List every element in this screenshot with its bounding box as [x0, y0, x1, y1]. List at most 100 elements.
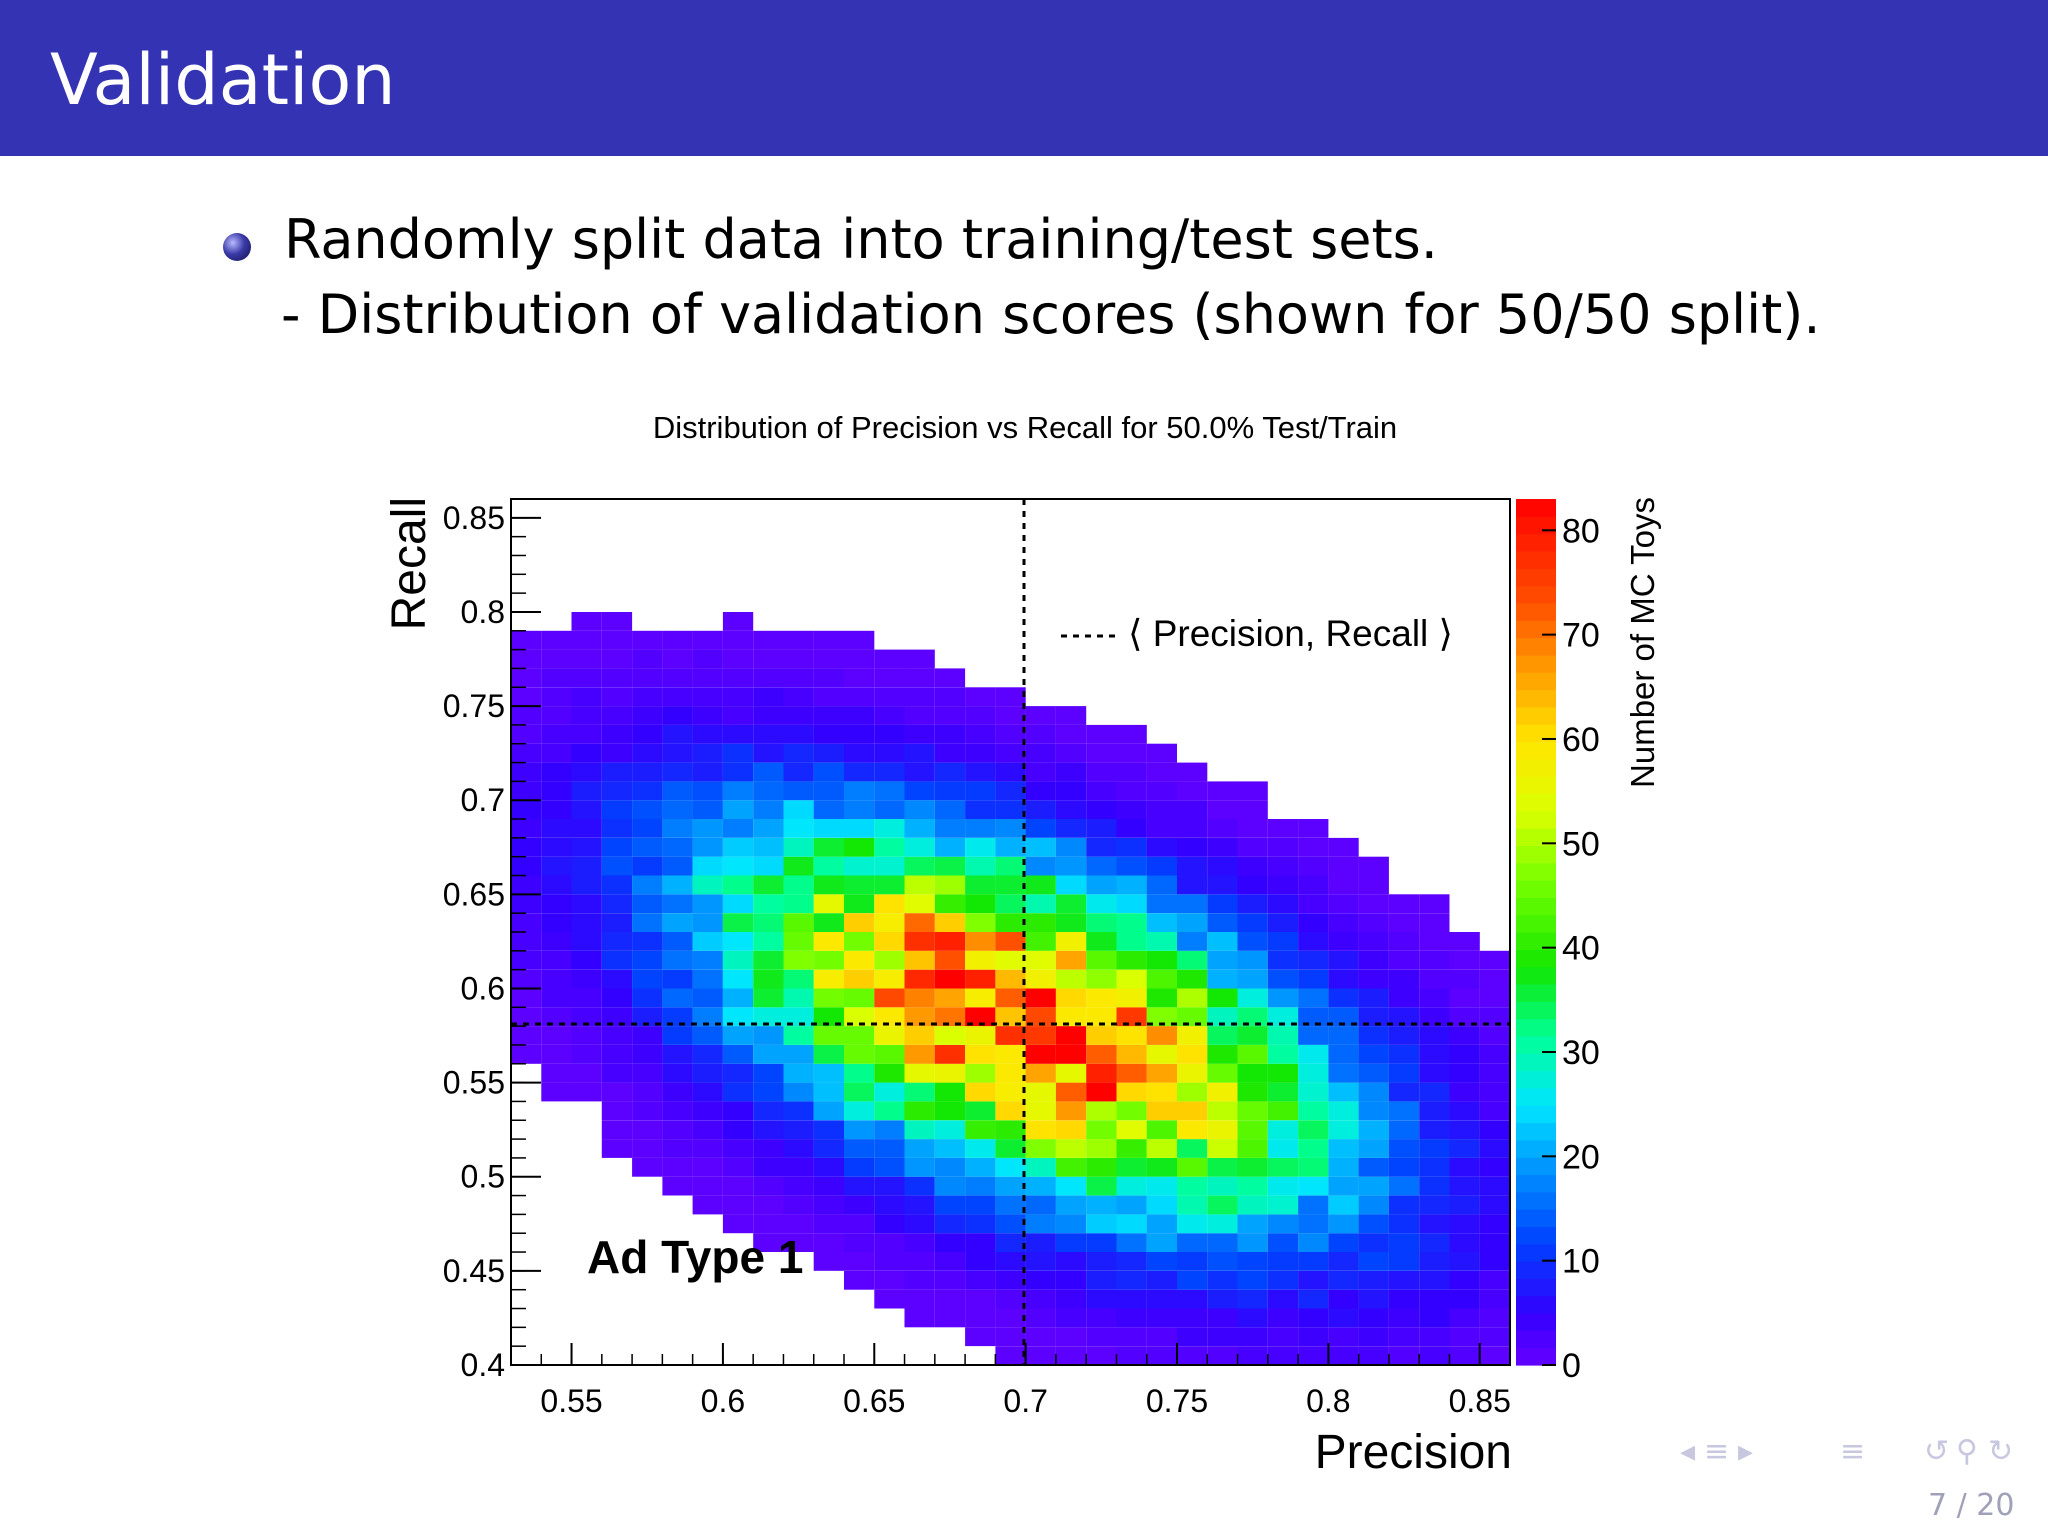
heatmap-cell [1146, 837, 1177, 857]
heatmap-cell [904, 875, 935, 895]
heatmap-cell [753, 1157, 784, 1177]
heatmap-cell [904, 969, 935, 989]
heatmap-cell [904, 706, 935, 725]
heatmap-cell [1055, 1308, 1087, 1328]
heatmap-cell [934, 706, 966, 725]
heatmap-cell [511, 1007, 542, 1027]
bullet-text: Randomly split data into training/test s… [284, 208, 1438, 271]
heatmap-cell [1177, 932, 1208, 951]
heatmap-cell [1298, 1308, 1329, 1328]
heatmap-cell [874, 762, 905, 782]
heatmap-cell [844, 1233, 875, 1252]
colorbar-label: Number of MC Toys [1624, 497, 1661, 788]
heatmap-cell [934, 913, 966, 932]
heatmap-cell [601, 837, 633, 857]
heatmap-cell [692, 1195, 723, 1215]
heatmap-cell [1237, 1233, 1268, 1252]
heatmap-cell [1298, 932, 1329, 951]
heatmap-cell [1328, 1045, 1359, 1064]
heatmap-cell [995, 988, 1026, 1008]
heatmap-cell [541, 762, 572, 782]
subsection-icon[interactable]: ≡ [1840, 1434, 1866, 1469]
heatmap-cell [783, 837, 814, 857]
heatmap-cell [1298, 819, 1329, 838]
heatmap-cell [874, 1176, 905, 1196]
colorbar-swatch [1516, 776, 1556, 794]
heatmap-cell [1298, 988, 1329, 1008]
heatmap-cell [995, 1176, 1026, 1196]
heatmap-cell [1177, 1214, 1208, 1234]
search-icon[interactable]: ⚲ [1956, 1434, 1978, 1469]
heatmap-cell [692, 932, 723, 951]
heatmap-cell [1328, 1007, 1359, 1027]
heatmap-cell [1358, 1270, 1389, 1290]
heatmap-cell [934, 1270, 966, 1290]
heatmap-cell [1298, 1120, 1329, 1140]
heatmap-cell [1479, 1007, 1510, 1027]
heatmap-cell [1358, 1045, 1389, 1064]
colorbar-swatch [1516, 1018, 1556, 1037]
heatmap-cell [844, 856, 875, 876]
colorbar-swatch [1516, 1139, 1556, 1158]
heatmap-cell [1025, 724, 1056, 744]
heatmap-cell [1177, 875, 1208, 895]
arrow-left-icon[interactable]: ◂ [1680, 1434, 1696, 1469]
heatmap-cell [1237, 800, 1268, 819]
heatmap-cell [844, 668, 875, 688]
heatmap-cell [571, 988, 602, 1008]
redo-icon[interactable]: ↻ [1988, 1434, 2014, 1469]
heatmap-cell [1328, 894, 1359, 914]
heatmap-cell [1267, 1176, 1299, 1196]
heatmap-cell [601, 1082, 633, 1102]
heatmap-cell [1146, 950, 1177, 970]
arrow-right-icon[interactable]: ▸ [1738, 1434, 1754, 1469]
undo-icon[interactable]: ↺ [1924, 1434, 1950, 1469]
colorbar-swatch [1516, 828, 1556, 846]
heatmap-cell [1207, 1045, 1238, 1064]
heatmap-cell [844, 932, 875, 951]
heatmap-cell [1146, 1101, 1177, 1121]
heatmap-cell [844, 1176, 875, 1196]
heatmap-cell [722, 724, 754, 744]
heatmap-cell [844, 800, 875, 819]
heatmap-cell [783, 762, 814, 782]
section-icon[interactable]: ≡ [1704, 1434, 1730, 1469]
heatmap-cell [1298, 1026, 1329, 1045]
heatmap-cell [1419, 1214, 1450, 1234]
heatmap-cell [1298, 856, 1329, 876]
heatmap-cell [844, 1195, 875, 1215]
heatmap-cell [1358, 988, 1389, 1008]
heatmap-cell [1086, 1176, 1117, 1196]
heatmap-cell [722, 1120, 754, 1140]
heatmap-cell [844, 1101, 875, 1121]
heatmap-cell [632, 1101, 663, 1121]
heatmap-cell [1358, 969, 1389, 989]
heatmap-cell [1116, 1195, 1147, 1215]
heatmap-cell [1419, 1007, 1450, 1027]
colorbar-swatch [1516, 533, 1556, 552]
heatmap-cell [813, 1233, 844, 1252]
heatmap-cell [1086, 894, 1117, 914]
heatmap-cell [904, 724, 935, 744]
heatmap-cell [662, 969, 693, 989]
heatmap-cell [1116, 1346, 1147, 1365]
heatmap-cell [722, 762, 754, 782]
heatmap-cell [965, 1120, 996, 1140]
heatmap-cell [1328, 856, 1359, 876]
heatmap-cell [753, 1007, 784, 1027]
heatmap-cell [1146, 1026, 1177, 1045]
heatmap-cell [1025, 875, 1056, 895]
heatmap-cell [692, 894, 723, 914]
heatmap-cell [783, 1082, 814, 1102]
heatmap-cell [995, 1214, 1026, 1234]
heatmap-cell [571, 649, 602, 669]
heatmap-cell [1419, 1045, 1450, 1064]
heatmap-cell [753, 743, 784, 763]
heatmap-cell [1388, 932, 1420, 951]
heatmap-cell [995, 1139, 1026, 1158]
heatmap-cell [1055, 1026, 1087, 1045]
heatmap-cell [632, 856, 663, 876]
heatmap-cell [662, 1120, 693, 1140]
heatmap-cell [1237, 1270, 1268, 1290]
heatmap-cell [1025, 1233, 1056, 1252]
